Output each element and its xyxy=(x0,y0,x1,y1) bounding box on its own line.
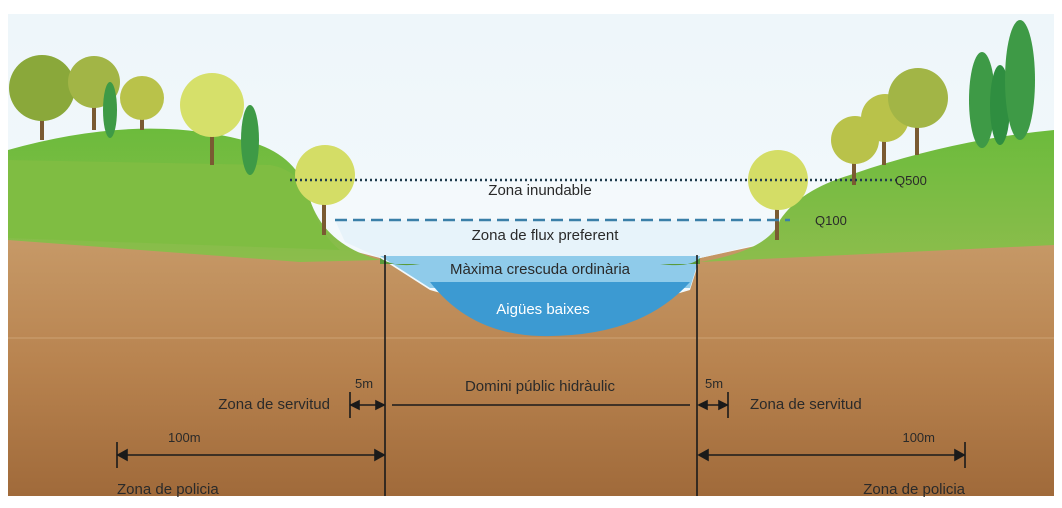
river xyxy=(380,256,700,337)
label: Q500 xyxy=(895,173,927,188)
background xyxy=(8,14,1054,496)
label: Q100 xyxy=(815,213,847,228)
label: Zona de policia xyxy=(117,481,219,498)
label: 5m xyxy=(705,376,723,391)
label: Màxima crescuda ordinària xyxy=(450,261,631,278)
label: Zona de servitud xyxy=(218,396,330,413)
label: Zona de flux preferent xyxy=(472,227,620,244)
label: Aigües baixes xyxy=(496,301,589,318)
label: 5m xyxy=(355,376,373,391)
levels xyxy=(290,178,900,222)
hills xyxy=(8,128,1054,266)
label: Zona de servitud xyxy=(750,396,862,413)
label: Domini públic hidràulic xyxy=(465,378,616,395)
label: Zona de policia xyxy=(863,481,965,498)
trees xyxy=(9,20,1035,240)
label: 100m xyxy=(902,430,935,445)
label: 100m xyxy=(168,430,201,445)
dimensions xyxy=(116,255,966,496)
label: Zona inundable xyxy=(488,182,591,199)
labels: Zona inundable Zona de flux preferent Mà… xyxy=(117,173,966,498)
